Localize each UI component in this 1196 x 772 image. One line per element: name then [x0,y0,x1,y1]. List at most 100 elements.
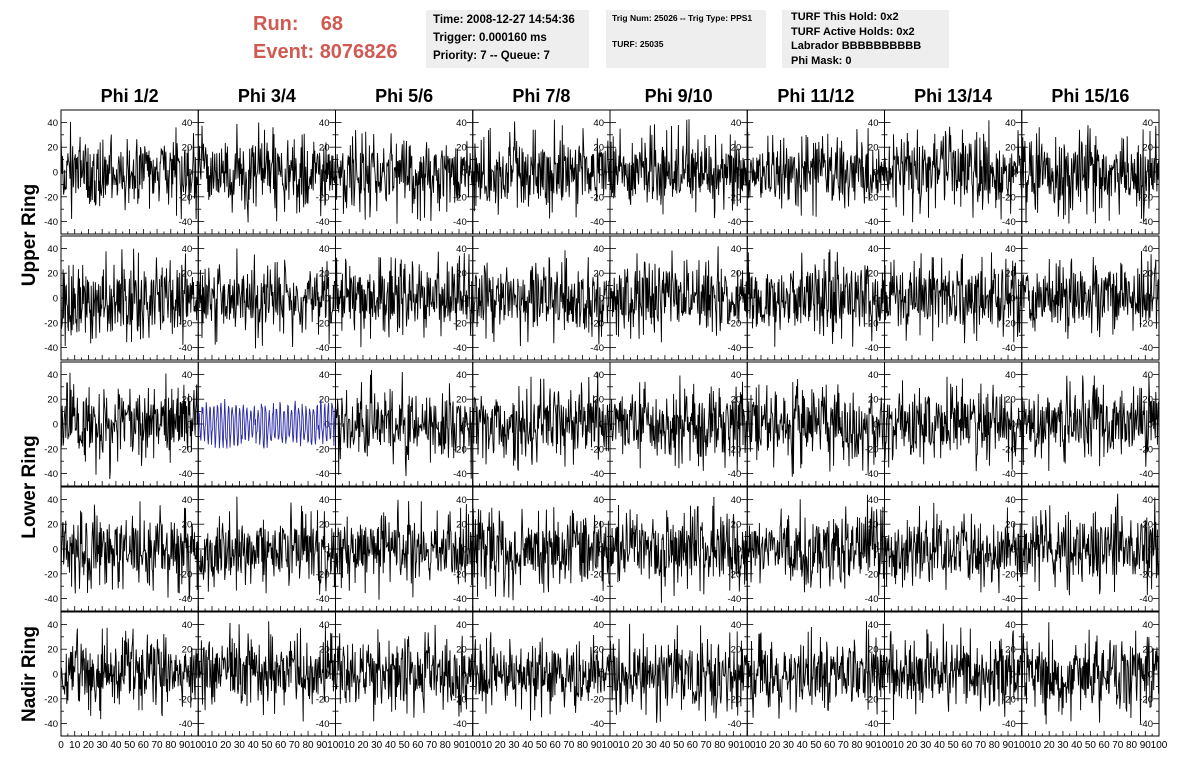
y-tick-label: 0 [873,670,878,681]
x-tick-label: 100 [1151,740,1168,751]
y-tick-label: 40 [593,620,604,631]
x-tick-label: 20 [83,740,95,751]
x-tick-label: 90 [728,740,740,751]
y-tick-label: 20 [868,395,879,406]
y-tick-label: 40 [1142,244,1153,255]
y-tick-label: 40 [47,370,58,381]
waveform-trace [472,119,611,219]
y-tick-label: 40 [456,244,467,255]
y-tick-label: -20 [865,694,879,705]
y-tick-label: 40 [1142,370,1153,381]
x-tick-label: 70 [152,740,164,751]
x-tick-label: 60 [412,740,424,751]
waveform-trace [472,628,611,721]
trig-num-text: Trig Num: 25026 -- Trig Type: PPS1 [612,13,753,23]
y-tick-label: 20 [593,645,604,656]
run-label: Run: [253,13,299,35]
waveform-trace [60,627,199,720]
y-tick-label: -20 [179,192,193,203]
x-tick-label: 40 [1071,740,1083,751]
waveform-trace [609,119,748,219]
x-tick-label: 80 [1126,740,1138,751]
waveform-trace [1021,250,1160,339]
x-tick-label: 80 [714,740,726,751]
y-tick-label: -20 [44,318,58,329]
y-tick-label: -20 [453,444,467,455]
phi-column-header: Phi 9/10 [644,86,713,106]
waveform-trace [197,496,336,595]
x-tick-label: 80 [851,740,863,751]
x-tick-label: 30 [646,740,658,751]
y-tick-label: -20 [728,318,742,329]
y-tick-label: -20 [728,694,742,705]
y-tick-label: -40 [590,217,604,228]
y-tick-label: -20 [590,569,604,580]
x-tick-label: 60 [138,740,150,751]
y-tick-label: 40 [182,244,193,255]
run-value: 68 [320,13,344,35]
x-tick-label: 20 [220,740,232,751]
y-tick-label: -20 [179,694,193,705]
y-tick-label: 40 [868,244,879,255]
y-tick-label: -20 [179,444,193,455]
y-tick-label: -40 [316,719,330,730]
waveform-trace [472,250,611,347]
y-tick-label: 40 [1005,620,1016,631]
x-tick-label: 30 [508,740,520,751]
x-tick-label: 100 [876,740,893,751]
y-tick-label: 20 [868,269,879,280]
x-tick-label: 30 [234,740,246,751]
y-tick-label: -40 [865,469,879,480]
x-tick-label: 10 [344,740,356,751]
y-tick-label: 20 [1005,520,1016,531]
y-tick-label: -20 [728,569,742,580]
x-tick-label: 50 [124,740,136,751]
waveform-trace [884,376,1023,472]
y-tick-label: 0 [1010,545,1015,556]
y-tick-label: -40 [590,594,604,605]
x-tick-label: 10 [1030,740,1042,751]
waveform-trace [746,128,885,217]
y-tick-label: -40 [179,469,193,480]
x-tick-label: 100 [190,740,207,751]
x-tick-label: 50 [1085,740,1097,751]
y-tick-label: 0 [461,168,466,179]
y-tick-label: 20 [456,269,467,280]
x-tick-label: 40 [659,740,671,751]
x-tick-label: 50 [673,740,685,751]
y-tick-label: -40 [590,719,604,730]
y-tick-label: -40 [1139,719,1153,730]
waveform-trace [884,623,1023,721]
waveform-trace [746,494,885,596]
x-tick-label: 100 [739,740,756,751]
y-tick-label: 40 [1005,118,1016,129]
x-tick-label: 40 [522,740,534,751]
x-tick-label: 30 [783,740,795,751]
x-tick-label: 100 [327,740,344,751]
y-tick-label: 20 [731,520,742,531]
y-tick-label: 40 [731,370,742,381]
waveform-trace [335,370,474,479]
y-tick-label: -40 [1002,594,1016,605]
y-tick-label: -20 [44,694,58,705]
x-tick-label: 50 [261,740,273,751]
y-tick-label: 20 [868,143,879,154]
x-tick-label: 30 [97,740,109,751]
phi-column-header: Phi 5/6 [375,86,434,106]
y-tick-label: -40 [1002,343,1016,354]
phi-column-header: Phi 7/8 [512,86,571,106]
y-tick-label: -40 [44,217,58,228]
y-tick-label: -40 [865,343,879,354]
x-tick-label: 20 [357,740,369,751]
x-tick-label: 70 [701,740,713,751]
waveform-trace [335,251,474,348]
y-tick-label: -40 [865,217,879,228]
